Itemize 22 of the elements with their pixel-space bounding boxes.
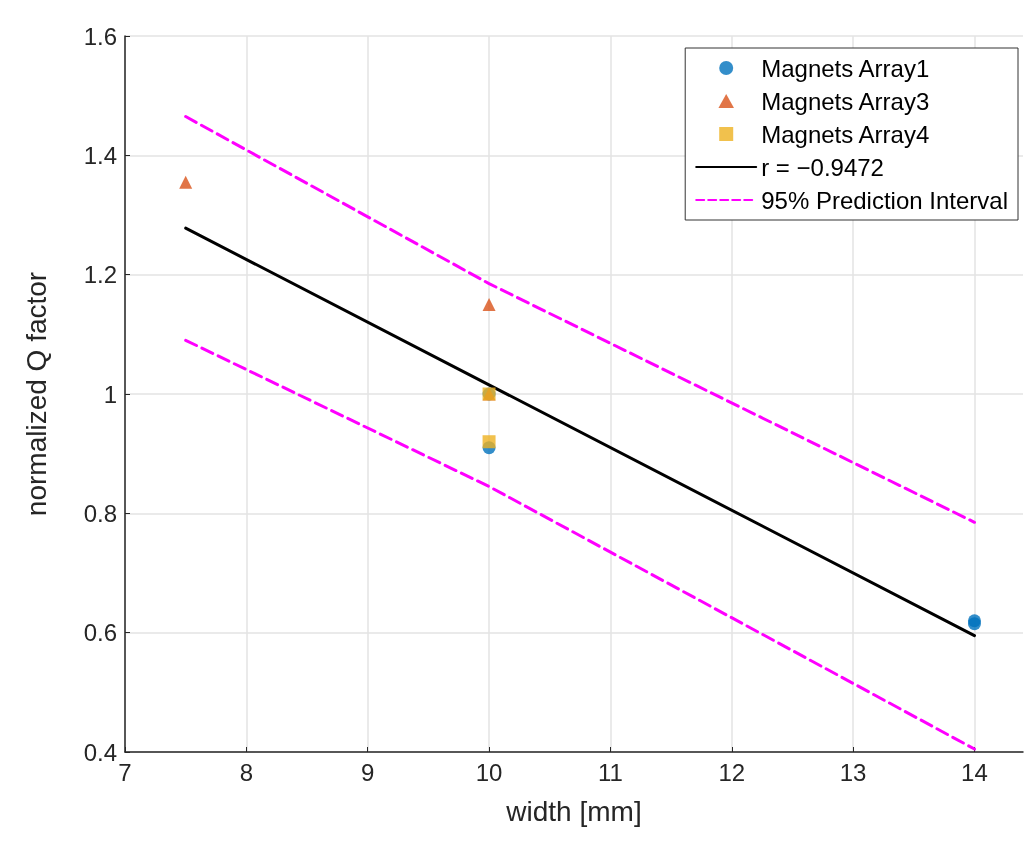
x-tick-label: 14 xyxy=(961,758,988,786)
y-tick-label: 1.6 xyxy=(83,22,117,50)
x-tick-label: 11 xyxy=(597,758,623,786)
x-axis-title: width [mm] xyxy=(505,795,642,827)
legend-label: 95% Prediction Interval xyxy=(761,186,1008,214)
y-tick-label: 0.4 xyxy=(83,738,117,766)
y-tick-label: 1.2 xyxy=(83,261,117,289)
y-tick-label: 1 xyxy=(103,380,117,408)
legend-label: Magnets Array4 xyxy=(761,120,930,148)
y-tick-label: 1.4 xyxy=(83,141,117,169)
x-tick-label: 10 xyxy=(475,758,503,786)
x-tick-label: 9 xyxy=(361,758,375,786)
x-tick-label: 12 xyxy=(718,758,746,786)
legend-label: Magnets Array3 xyxy=(761,87,930,115)
y-tick-label: 0.6 xyxy=(83,619,117,647)
x-tick-label: 13 xyxy=(839,758,867,786)
legend-label: r = −0.9472 xyxy=(761,153,884,181)
y-tick-label: 0.8 xyxy=(83,499,117,527)
x-tick-label: 7 xyxy=(118,758,132,786)
y-axis-title: normalized Q factor xyxy=(20,271,52,517)
x-tick-label: 8 xyxy=(239,758,254,786)
legend-label: Magnets Array1 xyxy=(761,54,930,82)
